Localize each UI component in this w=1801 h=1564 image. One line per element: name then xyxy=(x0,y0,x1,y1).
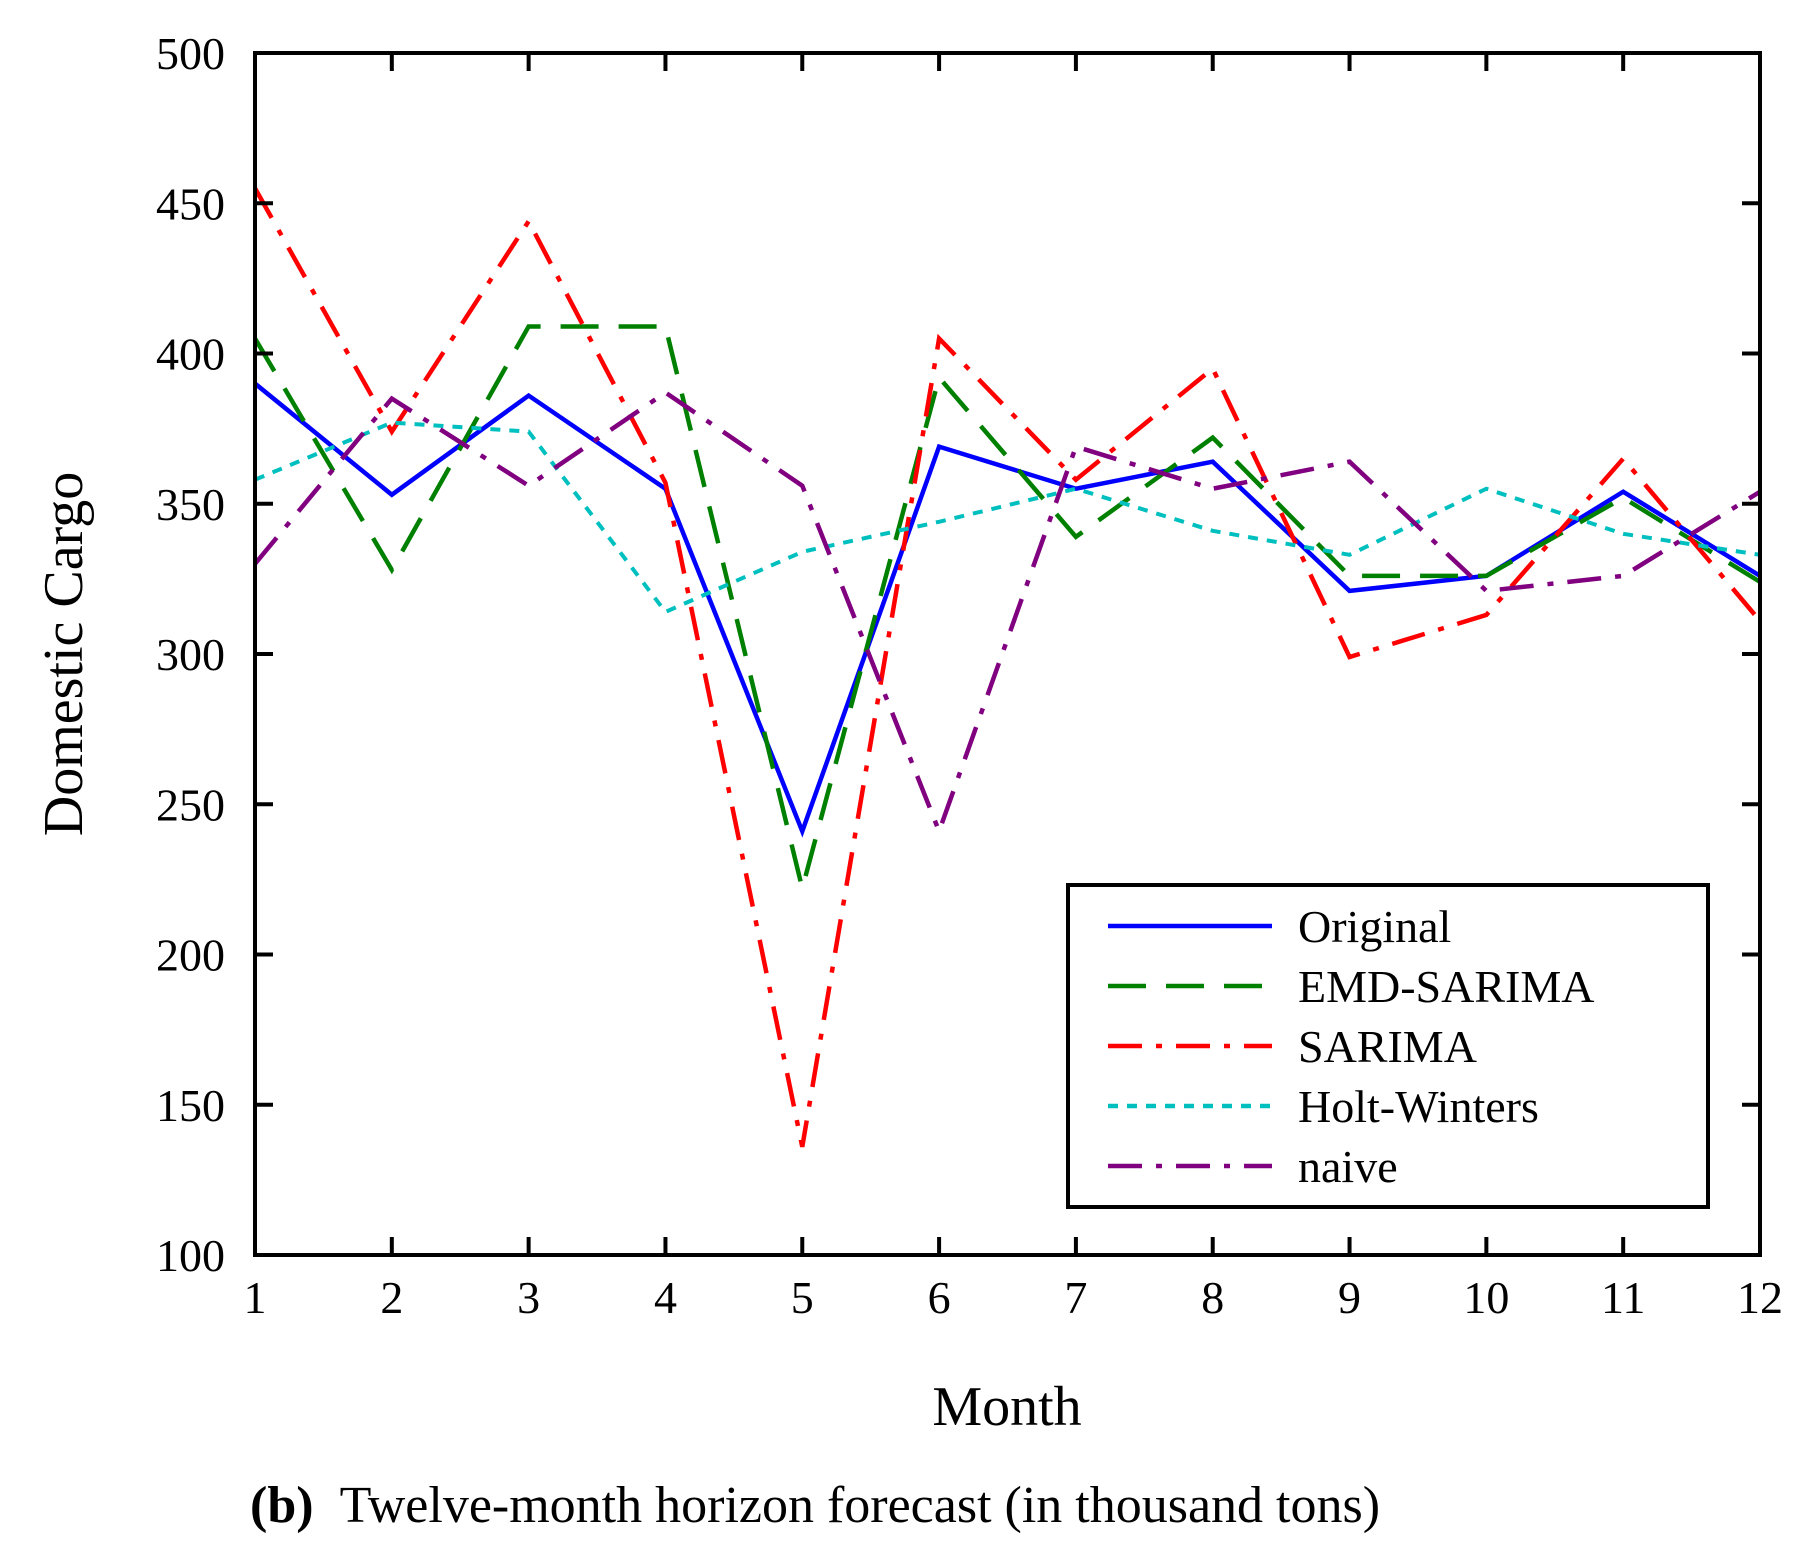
x-tick-label: 8 xyxy=(1201,1272,1224,1323)
y-tick-label: 300 xyxy=(156,629,225,680)
legend-label-holt-winters: Holt-Winters xyxy=(1298,1081,1539,1132)
y-tick-label: 350 xyxy=(156,479,225,530)
y-tick-label: 450 xyxy=(156,178,225,229)
x-tick-label: 4 xyxy=(654,1272,677,1323)
x-tick-label: 10 xyxy=(1463,1272,1509,1323)
x-axis-title: Month xyxy=(932,1376,1081,1438)
x-tick-label: 3 xyxy=(517,1272,540,1323)
series-line-sarima xyxy=(255,187,1760,1148)
series-line-naive xyxy=(255,389,1760,838)
legend: Original EMD-SARIMA SARIMA Holt-Winters naiv… xyxy=(1066,883,1710,1209)
caption-text: Twelve-month horizon forecast (in thousa… xyxy=(340,1477,1380,1534)
caption-label: (b) xyxy=(250,1477,314,1534)
x-tick-label: 1 xyxy=(244,1272,267,1323)
x-tick-label: 9 xyxy=(1338,1272,1361,1323)
x-tick-label: 6 xyxy=(928,1272,951,1323)
y-tick-label: 100 xyxy=(156,1230,225,1281)
legend-label-sarima: SARIMA xyxy=(1298,1021,1477,1072)
legend-box xyxy=(1066,883,1710,1209)
x-tick-label: 2 xyxy=(380,1272,403,1323)
x-tick-label: 12 xyxy=(1737,1272,1783,1323)
legend-label-emd-sarima: EMD-SARIMA xyxy=(1298,961,1594,1012)
y-tick-label: 250 xyxy=(156,779,225,830)
legend-label-original: Original xyxy=(1298,901,1451,952)
x-tick-label: 11 xyxy=(1601,1272,1645,1323)
series-layer xyxy=(255,187,1760,1148)
y-tick-label: 200 xyxy=(156,930,225,981)
series-line-emd-sarima xyxy=(255,324,1760,889)
y-tick-label: 500 xyxy=(156,28,225,79)
y-axis-ticks: 100 150 200 250 300 350 400 450 500 xyxy=(156,28,1760,1281)
x-tick-label: 7 xyxy=(1064,1272,1087,1323)
y-tick-label: 150 xyxy=(156,1080,225,1131)
legend-label-naive: naive xyxy=(1298,1141,1398,1192)
y-tick-label: 400 xyxy=(156,329,225,380)
x-tick-label: 5 xyxy=(791,1272,814,1323)
x-axis-ticks: 1 2 3 4 5 6 7 8 9 10 11 12 xyxy=(244,53,1783,1323)
y-axis-title: Domestic Cargo xyxy=(33,472,95,836)
figure-caption: (b) Twelve-month horizon forecast (in th… xyxy=(250,1477,1380,1534)
